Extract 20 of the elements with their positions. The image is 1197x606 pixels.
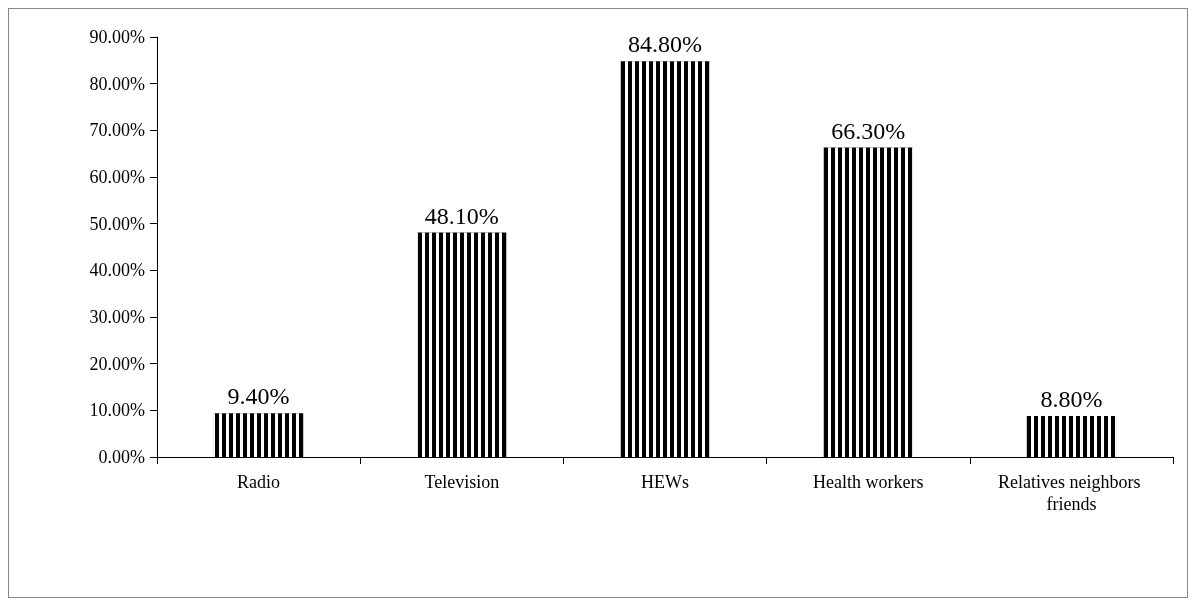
y-tick-label: 50.00% — [89, 213, 145, 234]
y-tick-label: 40.00% — [89, 260, 145, 281]
y-tick-label: 30.00% — [89, 307, 145, 327]
y-tick-label: 60.00% — [89, 167, 145, 187]
x-tick-label: HEWs — [641, 472, 689, 492]
x-tick-label: Relatives neighbors friends — [997, 472, 1145, 514]
data-label: 48.10% — [424, 202, 499, 229]
x-tick-label: Radio — [237, 472, 281, 492]
y-tick-label: 20.00% — [89, 353, 145, 374]
y-tick-label: 10.00% — [89, 400, 145, 421]
x-tick-label: Health workers — [812, 472, 924, 492]
data-label: 66.30% — [831, 117, 906, 144]
data-label: 84.80% — [628, 31, 702, 58]
y-tick-label: 90.00% — [89, 27, 145, 47]
y-tick-label: 0.00% — [98, 447, 145, 467]
data-label: 8.80% — [1040, 385, 1103, 412]
data-label: 9.40% — [227, 383, 290, 410]
x-tick-label: Television — [424, 472, 500, 492]
y-tick-label: 80.00% — [89, 73, 145, 94]
y-tick-label: 70.00% — [89, 120, 145, 141]
